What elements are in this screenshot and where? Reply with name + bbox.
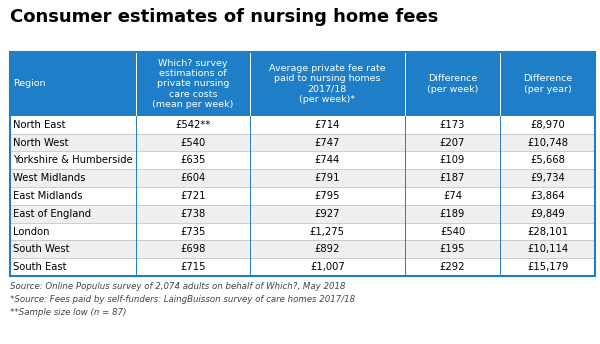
Text: £542**: £542** <box>175 120 211 130</box>
Text: £109: £109 <box>440 155 465 165</box>
Text: £5,668: £5,668 <box>530 155 565 165</box>
Text: £744: £744 <box>315 155 340 165</box>
Text: £292: £292 <box>440 262 466 272</box>
Text: £187: £187 <box>440 173 465 183</box>
Text: £1,275: £1,275 <box>310 226 345 237</box>
Text: Consumer estimates of nursing home fees: Consumer estimates of nursing home fees <box>10 8 439 26</box>
Text: Difference
(per year): Difference (per year) <box>523 74 572 94</box>
Text: £189: £189 <box>440 209 465 219</box>
Text: East of England: East of England <box>13 209 91 219</box>
Text: £927: £927 <box>314 209 340 219</box>
Text: South West: South West <box>13 244 70 254</box>
Text: East Midlands: East Midlands <box>13 191 83 201</box>
Bar <box>10 187 595 205</box>
Bar <box>10 223 595 240</box>
Text: £715: £715 <box>180 262 206 272</box>
Text: Average private fee rate
paid to nursing homes
2017/18
(per week)*: Average private fee rate paid to nursing… <box>269 64 386 104</box>
Text: £635: £635 <box>180 155 206 165</box>
Text: £604: £604 <box>180 173 205 183</box>
Text: £698: £698 <box>180 244 206 254</box>
Text: £9,734: £9,734 <box>530 173 565 183</box>
Text: £15,179: £15,179 <box>527 262 568 272</box>
Text: £540: £540 <box>180 138 205 148</box>
Text: £795: £795 <box>314 191 340 201</box>
Text: £9,849: £9,849 <box>530 209 565 219</box>
Text: £892: £892 <box>314 244 340 254</box>
Text: London: London <box>13 226 49 237</box>
Text: Region: Region <box>13 79 46 88</box>
Bar <box>10 240 595 258</box>
Text: **Sample size low (n = 87): **Sample size low (n = 87) <box>10 308 127 317</box>
Text: £1,007: £1,007 <box>310 262 345 272</box>
Text: £74: £74 <box>443 191 462 201</box>
Text: Difference
(per week): Difference (per week) <box>427 74 478 94</box>
Text: £738: £738 <box>180 209 205 219</box>
Text: £714: £714 <box>314 120 340 130</box>
Bar <box>10 205 595 223</box>
Text: £10,748: £10,748 <box>527 138 568 148</box>
Bar <box>10 151 595 169</box>
Text: £3,864: £3,864 <box>530 191 565 201</box>
Bar <box>10 52 595 276</box>
Text: £791: £791 <box>314 173 340 183</box>
Text: £28,101: £28,101 <box>527 226 568 237</box>
Text: £207: £207 <box>440 138 465 148</box>
Bar <box>10 133 595 151</box>
Bar <box>10 258 595 276</box>
Text: *Source: Fees paid by self-funders: LaingBuisson survey of care homes 2017/18: *Source: Fees paid by self-funders: Lain… <box>10 295 355 304</box>
Text: North East: North East <box>13 120 65 130</box>
Text: Which? survey
estimations of
private nursing
care costs
(mean per week): Which? survey estimations of private nur… <box>152 58 233 109</box>
Text: £747: £747 <box>314 138 340 148</box>
Text: £10,114: £10,114 <box>527 244 568 254</box>
Text: £540: £540 <box>440 226 465 237</box>
Text: £735: £735 <box>180 226 206 237</box>
Text: North West: North West <box>13 138 68 148</box>
Text: £173: £173 <box>440 120 465 130</box>
Text: South East: South East <box>13 262 67 272</box>
Text: £195: £195 <box>440 244 466 254</box>
Bar <box>10 52 595 116</box>
Text: Source: Online Populus survey of 2,074 adults on behalf of Which?, May 2018: Source: Online Populus survey of 2,074 a… <box>10 282 346 291</box>
Text: West Midlands: West Midlands <box>13 173 86 183</box>
Text: £8,970: £8,970 <box>530 120 565 130</box>
Text: Yorkshire & Humberside: Yorkshire & Humberside <box>13 155 133 165</box>
Bar <box>10 116 595 133</box>
Text: £721: £721 <box>180 191 206 201</box>
Bar <box>10 169 595 187</box>
